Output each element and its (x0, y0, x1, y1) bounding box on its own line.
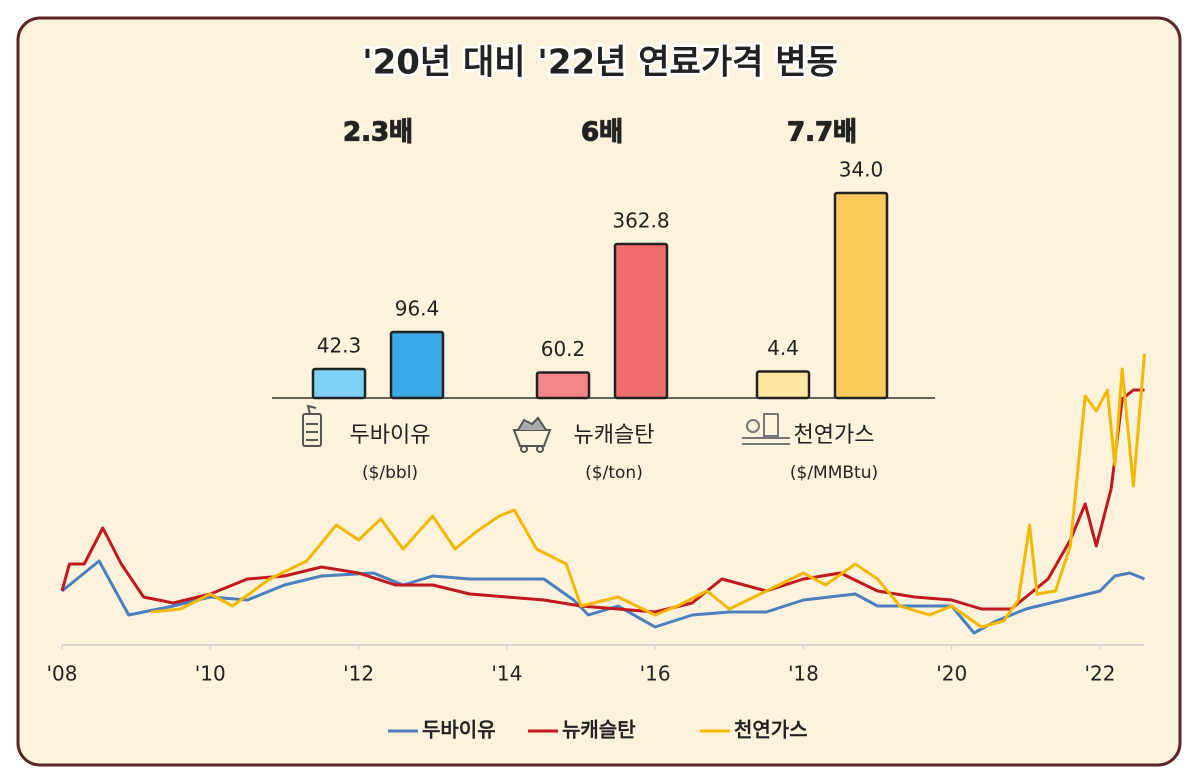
x-tick-label: '18 (788, 662, 819, 686)
unit-label: ($/bbl) (362, 463, 418, 483)
coal-icon (512, 416, 552, 453)
gas-icon (742, 413, 790, 445)
bar (389, 330, 445, 400)
x-tick-label: '20 (936, 662, 967, 686)
line-series (150, 353, 1146, 629)
unit-label: ($/ton) (585, 463, 643, 483)
value-label: 362.8 (612, 209, 669, 233)
category-label: 뉴캐슬탄 (574, 423, 655, 448)
x-tick-label: '22 (1085, 662, 1116, 686)
legend-label: 뉴캐슬탄 (562, 718, 636, 742)
value-label: 96.4 (395, 297, 440, 321)
x-tick-label: '08 (47, 662, 78, 686)
legend-label: 천연가스 (734, 718, 808, 742)
ratio-label: 7.7배 (787, 118, 857, 148)
x-tick-label: '16 (640, 662, 671, 686)
value-label: 4.4 (767, 336, 799, 360)
value-label: 42.3 (317, 334, 362, 358)
x-tick-label: '14 (491, 662, 522, 686)
oil-icon (302, 404, 322, 447)
legend-label: 두바이유 (422, 718, 496, 742)
line-series (60, 388, 1145, 614)
ratio-label: 2.3배 (343, 118, 413, 148)
value-label: 34.0 (839, 158, 884, 182)
bar (755, 370, 811, 400)
bar (535, 371, 591, 400)
x-tick-label: '10 (195, 662, 226, 686)
category-label: 두바이유 (350, 423, 431, 448)
chart-title: '20년 대비 '22년 연료가격 변동 (362, 43, 838, 83)
bar (833, 191, 889, 400)
unit-label: ($/MMBtu) (790, 463, 878, 483)
x-tick-label: '12 (343, 662, 374, 686)
category-label: 천연가스 (794, 423, 875, 448)
bar (311, 367, 367, 400)
value-label: 60.2 (541, 337, 586, 361)
line-series (61, 559, 1146, 635)
bar (613, 242, 669, 400)
ratio-label: 6배 (581, 118, 623, 148)
